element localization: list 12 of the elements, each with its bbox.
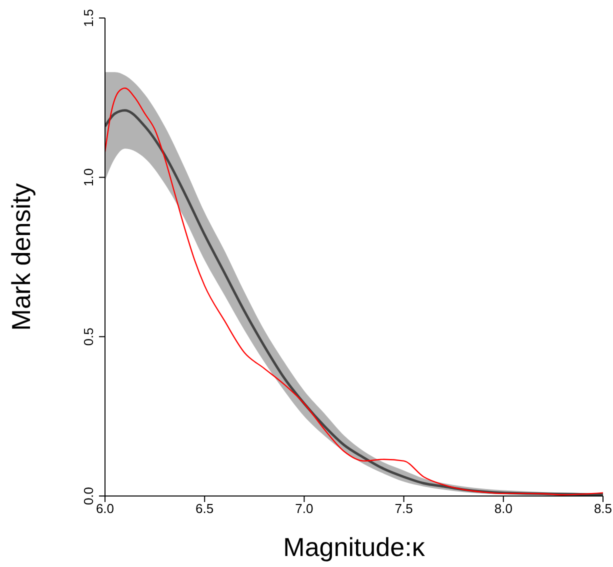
x-tick-label: 7.5 [394,501,413,516]
y-tick-label: 1.5 [81,8,96,28]
x-axis-title: Magnitude:κ [283,532,426,562]
y-tick-label: 0.0 [81,486,96,506]
x-tick-label: 6.0 [96,501,114,516]
x-tick-label: 6.5 [196,501,214,516]
x-tick-label: 8.0 [494,501,512,516]
x-tick-label: 7.0 [295,501,314,516]
x-tick-label: 8.5 [594,501,612,516]
y-axis-title: Mark density [6,183,36,331]
y-tick-label: 0.5 [81,328,96,346]
y-tick-label: 1.0 [81,168,96,186]
